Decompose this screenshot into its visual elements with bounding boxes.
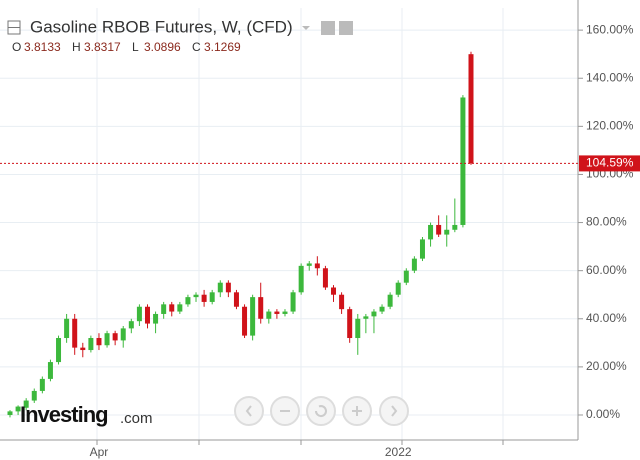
candle-body	[96, 338, 102, 346]
logo: Investing .com	[20, 402, 153, 427]
ohlc-key: C	[192, 40, 201, 54]
candle-body	[403, 270, 409, 283]
candle-body	[250, 297, 256, 336]
header: Gasoline RBOB Futures, W, (CFD) O 3.8133 H…	[7, 17, 353, 54]
candle-body	[225, 282, 231, 293]
y-tick-label: 160.00%	[586, 22, 634, 36]
vertical-grid	[96, 8, 504, 440]
candle-body	[387, 294, 393, 307]
candle-body	[339, 294, 345, 310]
ohlc-key: O	[12, 40, 21, 54]
ohlc-value: 3.0896	[144, 40, 181, 54]
candle-body	[185, 297, 191, 305]
candle-body	[64, 318, 70, 339]
candle-body	[120, 328, 126, 341]
reset[interactable]	[306, 396, 336, 426]
candle-body	[290, 292, 296, 312]
ohlc-value: 3.1269	[204, 40, 241, 54]
candle-body	[209, 292, 215, 302]
candle-body	[258, 297, 264, 319]
candle-body	[371, 311, 377, 317]
candle-body	[379, 306, 385, 312]
candle-body	[322, 268, 328, 288]
ohlc-value: 3.8317	[84, 40, 121, 54]
candle-body	[23, 400, 29, 408]
candle-body	[169, 304, 175, 312]
candle-body	[363, 316, 369, 319]
candle-body	[193, 294, 199, 298]
dropdown[interactable]	[302, 26, 310, 30]
candle-body	[452, 224, 458, 230]
zoom-controls	[234, 396, 409, 426]
x-tick-label: Apr	[90, 445, 109, 459]
ohlc-key: H	[72, 40, 81, 54]
last-price-box	[579, 155, 640, 172]
scroll-right[interactable]	[379, 396, 409, 426]
candle-body	[201, 294, 207, 302]
settings-icon[interactable]	[339, 21, 353, 35]
scroll-left[interactable]	[234, 396, 264, 426]
y-tick-label: 40.00%	[586, 311, 627, 325]
settings-icon[interactable]	[321, 21, 335, 35]
candle-body	[39, 378, 45, 391]
candle-body	[31, 390, 37, 401]
y-tick-label: 140.00%	[586, 70, 634, 84]
candle-body	[411, 258, 417, 271]
candle-body	[314, 263, 320, 269]
candle-body	[144, 306, 150, 324]
candle-body	[306, 263, 312, 266]
candle-body	[47, 362, 53, 379]
candle-body	[444, 229, 450, 235]
candle-body	[217, 282, 223, 293]
candle-body	[161, 304, 167, 314]
ohlc-value: 3.8133	[24, 40, 61, 54]
candle-body	[15, 406, 21, 412]
y-tick-label: 0.00%	[586, 407, 620, 421]
candle-body	[153, 313, 159, 324]
candle-body	[282, 311, 288, 314]
logo-suffix: .com	[120, 410, 153, 427]
candle-body	[112, 333, 118, 341]
candle-body	[72, 318, 78, 348]
y-tick-label: 120.00%	[586, 119, 634, 133]
candle-body	[88, 338, 94, 351]
candle-body	[274, 311, 280, 314]
x-tick-label: 2022	[385, 445, 412, 459]
candle-body	[233, 292, 239, 307]
logo-text: Investing	[20, 402, 108, 427]
candle-body	[298, 265, 304, 293]
candle-body	[428, 224, 434, 240]
candle-body	[80, 347, 86, 351]
y-tick-label: 60.00%	[586, 263, 627, 277]
candle-body	[242, 306, 248, 336]
candle-body	[395, 282, 401, 295]
candle-body	[136, 306, 142, 322]
x-axis-ticks	[96, 440, 504, 445]
y-tick-label: 80.00%	[586, 215, 627, 229]
candle-body	[460, 97, 466, 225]
candle-body	[56, 338, 62, 363]
candle-body	[331, 287, 337, 295]
candle-body	[355, 318, 361, 339]
last-price-label: 104.59%	[586, 156, 634, 170]
y-tick-label: 20.00%	[586, 359, 627, 373]
candle-body	[436, 224, 442, 235]
candle-body	[104, 333, 110, 346]
chart-title: Gasoline RBOB Futures, W, (CFD)	[30, 17, 293, 36]
candle-body	[266, 311, 272, 319]
candle-body	[419, 239, 425, 259]
ohlc-key: L	[132, 40, 139, 54]
candle-body	[468, 54, 474, 164]
candle-body	[128, 321, 134, 329]
candle-body	[177, 304, 183, 312]
candle-body	[347, 309, 353, 339]
candle-body	[7, 411, 13, 415]
